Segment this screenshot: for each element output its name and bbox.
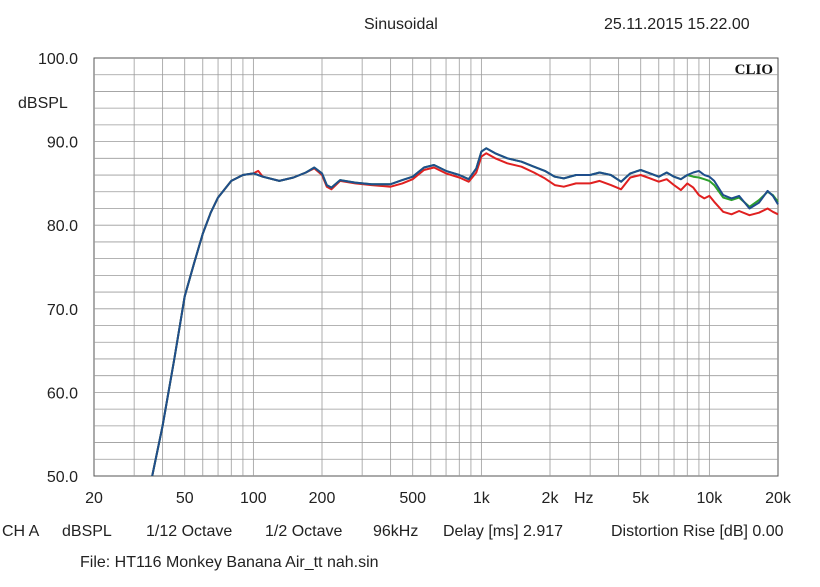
y-tick-label: 70.0 [47, 302, 78, 319]
series-lines [151, 147, 779, 477]
y-tick-label: 50.0 [47, 469, 78, 486]
footer-delay: Delay [ms] 2.917 [443, 523, 564, 540]
x-axis-label: Hz [574, 490, 594, 507]
x-tick-labels: 20 50 100 200 500 1k 2k 5k 10k 20k [85, 490, 792, 507]
x-tick-label: 100 [240, 490, 267, 507]
y-axis-label: dBSPL [18, 95, 68, 112]
series-line-3 [151, 147, 779, 477]
footer-samplerate: 96kHz [373, 523, 419, 540]
x-tick-label: 2k [542, 490, 560, 507]
y-tick-label: 80.0 [47, 218, 78, 235]
series-line-1 [151, 152, 779, 477]
y-tick-label: 90.0 [47, 135, 78, 152]
y-tick-label: 60.0 [47, 385, 78, 402]
chart-mode: Sinusoidal [364, 16, 438, 33]
y-tick-labels: 100.0 90.0 80.0 70.0 60.0 50.0 [38, 51, 78, 486]
footer-unit: dBSPL [62, 523, 112, 540]
x-tick-label: 50 [176, 490, 194, 507]
footer-distortion: Distortion Rise [dB] 0.00 [611, 523, 784, 540]
x-tick-label: 200 [309, 490, 336, 507]
footer-file: File: HT116 Monkey Banana Air_tt nah.sin [80, 554, 379, 571]
plot-background [93, 57, 779, 477]
x-tick-label: 5k [632, 490, 650, 507]
x-tick-label: 1k [473, 490, 491, 507]
grid [94, 58, 778, 476]
chart-datetime: 25.11.2015 15.22.00 [604, 16, 750, 33]
y-tick-label: 100.0 [38, 51, 78, 68]
x-tick-label: 20k [765, 490, 792, 507]
x-tick-label: 500 [399, 490, 426, 507]
footer-channel: CH A [2, 523, 40, 540]
x-tick-label: 20 [85, 490, 103, 507]
x-tick-label: 10k [696, 490, 723, 507]
clio-logo: CLIO [735, 62, 773, 78]
footer-smoothing: 1/12 Octave [146, 523, 233, 540]
footer-window: 1/2 Octave [265, 523, 343, 540]
